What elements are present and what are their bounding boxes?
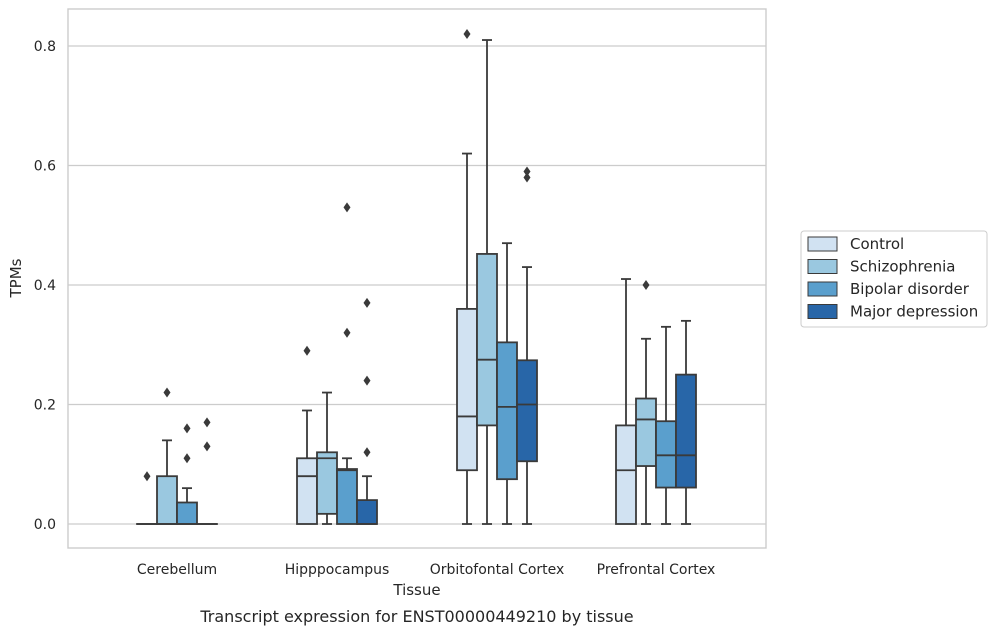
outlier-point <box>163 387 171 398</box>
plot-frame <box>67 8 767 549</box>
legend-frame <box>800 230 988 328</box>
box-iqr <box>476 253 498 427</box>
outlier-point <box>303 345 311 356</box>
box-major-depression <box>356 297 378 525</box>
x-tick-label: Prefrontal Cortex <box>597 562 716 578</box>
outlier-point <box>523 166 531 177</box>
y-tick-label: 0.6 <box>34 159 56 175</box>
y-tick-label: 0.2 <box>34 398 56 414</box>
box-major-depression <box>196 417 218 525</box>
box-schizophrenia <box>316 391 338 525</box>
box-control <box>615 278 637 525</box>
x-axis-title: Tissue <box>392 581 440 599</box>
box-schizophrenia <box>156 387 178 525</box>
y-tick-labels: 0.0 0.2 0.4 0.6 0.8 <box>34 39 56 533</box>
outlier-point <box>203 441 211 452</box>
outlier-point <box>343 202 351 213</box>
box-control <box>136 471 158 525</box>
box-major-depression <box>516 166 538 525</box>
outlier-point <box>463 29 471 40</box>
x-tick-label: Hipppocampus <box>285 562 390 578</box>
box-iqr <box>635 397 657 467</box>
y-tick-label: 0.8 <box>34 39 56 55</box>
box-iqr <box>336 468 358 525</box>
outlier-point <box>343 327 351 338</box>
box-control <box>296 345 318 525</box>
x-tick-labels: Cerebellum Hipppocampus Orbitofontal Corte… <box>137 562 715 578</box>
box-iqr <box>456 307 478 472</box>
box-iqr <box>675 373 697 489</box>
outlier-point <box>363 447 371 458</box>
box-bipolar-disorder <box>496 242 518 525</box>
legend-label: Bipolar disorder <box>850 280 970 298</box>
legend-swatch <box>807 304 838 319</box>
box-major-depression <box>675 319 697 525</box>
legend: Control Schizophrenia Bipolar disorder Majo… <box>800 230 988 328</box>
y-axis-title: TPMs <box>7 258 25 298</box>
outlier-point <box>203 417 211 428</box>
chart-caption: Transcript expression for ENST0000044921… <box>199 607 633 626</box>
box-iqr <box>356 499 378 525</box>
legend-label: Schizophrenia <box>850 258 955 276</box>
box-iqr <box>516 359 538 463</box>
outlier-point <box>143 471 151 482</box>
legend-swatch <box>807 236 838 252</box>
box-bipolar-disorder <box>336 202 358 525</box>
outlier-point <box>183 423 191 434</box>
box-schizophrenia <box>635 280 657 525</box>
box-iqr <box>615 424 637 525</box>
box-iqr <box>176 501 198 525</box>
outlier-point <box>523 172 531 183</box>
legend-swatch <box>807 281 838 297</box>
x-tick-label: Cerebellum <box>137 562 217 578</box>
outlier-point <box>363 375 371 386</box>
legend-swatch <box>807 259 838 274</box>
box-iqr <box>496 341 518 481</box>
outlier-point <box>642 280 650 290</box>
box-schizophrenia <box>476 39 498 525</box>
box-iqr <box>296 457 318 525</box>
outlier-point <box>183 453 191 464</box>
y-tick-label: 0.4 <box>34 278 56 294</box>
box-iqr <box>316 451 338 515</box>
legend-label: Major depression <box>850 303 978 321</box>
box-bipolar-disorder <box>176 423 198 525</box>
box-bipolar-disorder <box>655 325 677 525</box>
box-control <box>456 29 478 525</box>
boxes <box>136 29 697 525</box>
y-tick-label: 0.0 <box>34 517 56 533</box>
legend-label: Control <box>850 235 904 253</box>
box-iqr <box>156 475 178 525</box>
x-tick-label: Orbitofontal Cortex <box>430 562 565 578</box>
outlier-point <box>363 297 371 308</box>
